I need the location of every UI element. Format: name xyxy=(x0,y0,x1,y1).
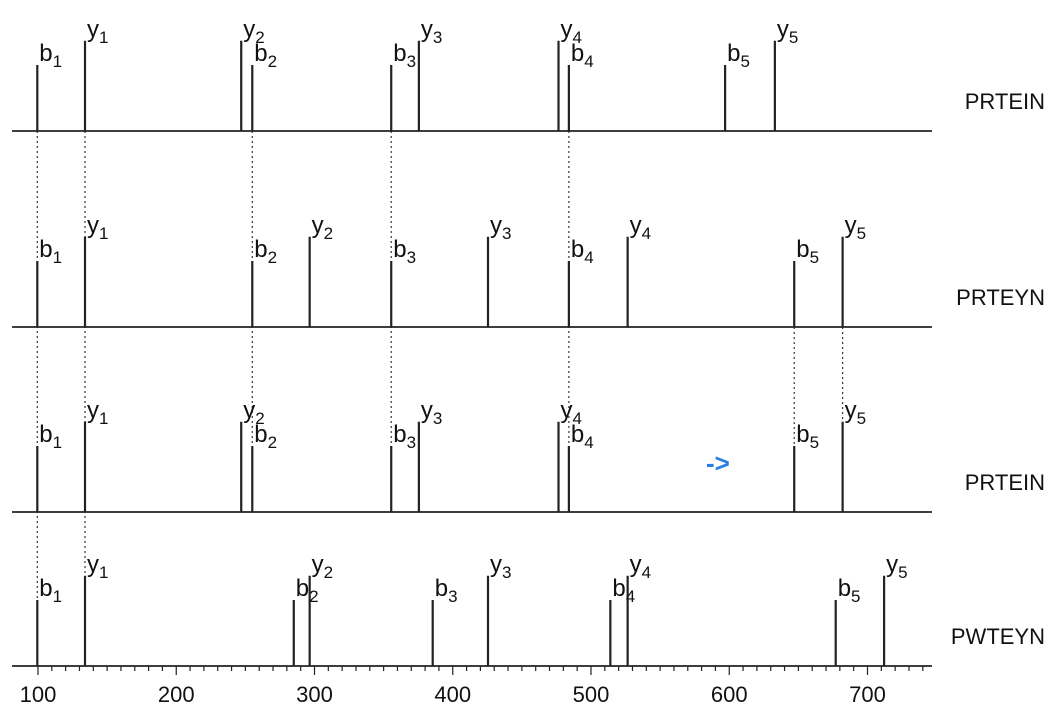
ion-label-y5: y5 xyxy=(845,397,866,428)
ion-label-b5: b5 xyxy=(727,40,750,71)
ion-label-b1: b1 xyxy=(39,236,62,267)
ion-label-y3: y3 xyxy=(490,212,511,243)
ion-label-y3: y3 xyxy=(421,16,442,47)
x-tick-label: 300 xyxy=(296,682,333,707)
spectrum-panel-1: PRTEYN b1 y1 b2 y2 b3 y3 b4 y4 b5 y5 xyxy=(12,212,1045,328)
ion-label-y2: y2 xyxy=(312,551,333,582)
ion-label-b3: b3 xyxy=(393,40,416,71)
ion-label-b5: b5 xyxy=(796,421,819,452)
ion-label-b2: b2 xyxy=(254,236,277,267)
ion-label-y2: y2 xyxy=(243,16,264,47)
ion-label-y3: y3 xyxy=(490,551,511,582)
peptide-label: PRTEIN xyxy=(965,470,1045,495)
ion-label-y2: y2 xyxy=(243,397,264,428)
ion-label-b4: b4 xyxy=(571,421,594,452)
x-tick-label: 500 xyxy=(573,682,610,707)
mz-axis: 100 200 300 400 500 600 700 xyxy=(20,666,924,707)
ion-label-b4: b4 xyxy=(612,575,635,606)
ion-label-y5: y5 xyxy=(845,212,866,243)
ion-label-y2: y2 xyxy=(312,212,333,243)
ion-label-y4: y4 xyxy=(561,16,582,47)
ion-label-y5: y5 xyxy=(886,551,907,582)
blue-arrow-annotation: -> xyxy=(706,448,730,478)
ion-label-b1: b1 xyxy=(39,421,62,452)
x-tick-label: 100 xyxy=(20,682,57,707)
ion-label-b2: b2 xyxy=(296,575,319,606)
ion-label-y1: y1 xyxy=(87,16,108,47)
ion-label-b3: b3 xyxy=(393,421,416,452)
ion-label-y4: y4 xyxy=(630,212,651,243)
x-tick-label: 400 xyxy=(434,682,471,707)
peptide-label: PRTEIN xyxy=(965,89,1045,114)
x-tick-label: 700 xyxy=(849,682,886,707)
ion-label-y1: y1 xyxy=(87,551,108,582)
ion-label-y4: y4 xyxy=(630,551,651,582)
ion-label-b3: b3 xyxy=(435,575,458,606)
ion-label-y3: y3 xyxy=(421,397,442,428)
peptide-label: PWTEYN xyxy=(951,624,1045,649)
ion-label-b2: b2 xyxy=(254,40,277,71)
ion-label-b4: b4 xyxy=(571,236,594,267)
x-tick-label: 600 xyxy=(711,682,748,707)
ion-label-y1: y1 xyxy=(87,212,108,243)
ion-label-b2: b2 xyxy=(254,421,277,452)
peptide-label: PRTEYN xyxy=(956,285,1045,310)
ion-label-y1: y1 xyxy=(87,397,108,428)
ion-label-b5: b5 xyxy=(796,236,819,267)
ion-label-b3: b3 xyxy=(393,236,416,267)
ion-label-b1: b1 xyxy=(39,575,62,606)
ion-label-b4: b4 xyxy=(571,40,594,71)
x-tick-label: 200 xyxy=(158,682,195,707)
ion-label-b1: b1 xyxy=(39,40,62,71)
ion-label-y4: y4 xyxy=(561,397,582,428)
ion-label-b5: b5 xyxy=(838,575,861,606)
ion-label-y5: y5 xyxy=(777,16,798,47)
